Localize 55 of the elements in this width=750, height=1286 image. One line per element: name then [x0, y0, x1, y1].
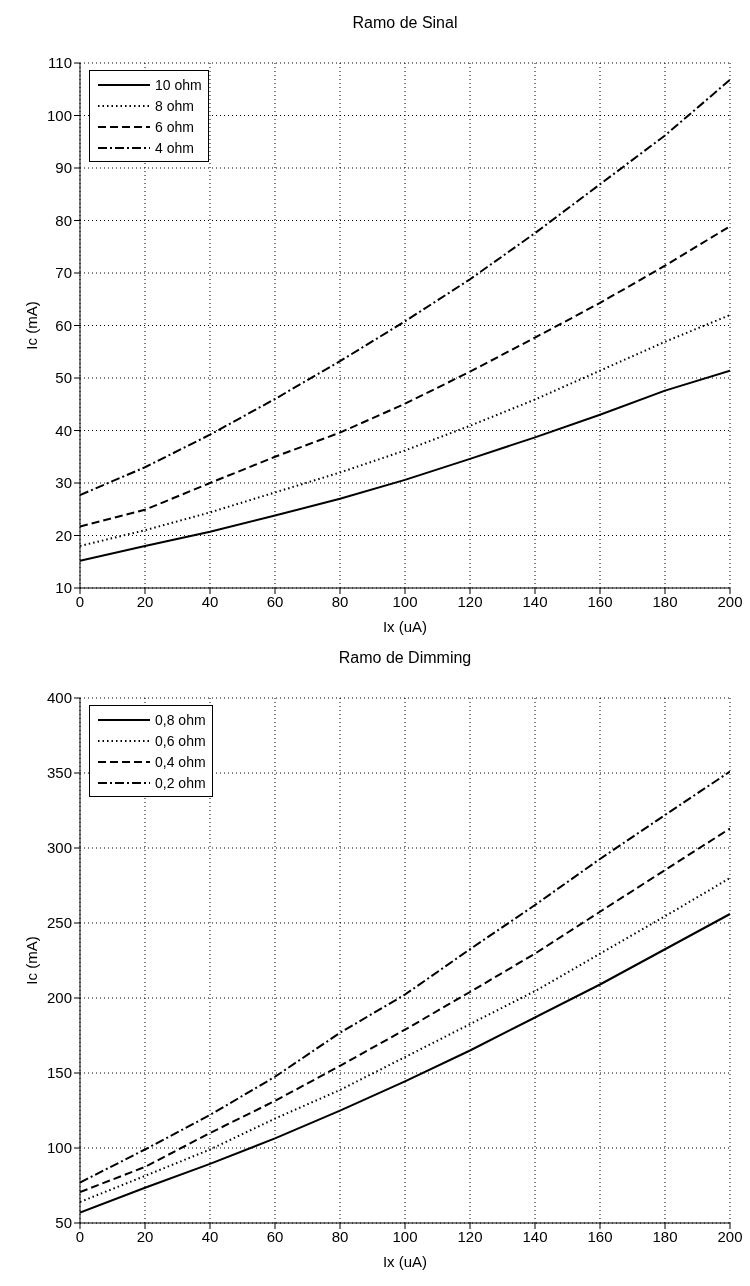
- y-tick-label: 200: [46, 989, 72, 1007]
- x-tick-label: 200: [717, 1227, 743, 1245]
- x-tick-label: 140: [522, 1227, 548, 1245]
- x-tick-label: 40: [201, 592, 219, 610]
- y-tick-label: 40: [55, 421, 72, 439]
- y-tick-label: 90: [55, 159, 72, 177]
- x-tick-label: 60: [266, 592, 284, 610]
- y-tick-label: 70: [55, 264, 72, 282]
- legend-label: 0,4 ohm: [155, 753, 206, 770]
- y-tick-label: 250: [46, 914, 72, 932]
- x-tick-label: 80: [331, 592, 349, 610]
- y-tick-label: 60: [55, 316, 72, 334]
- x-tick-label: 120: [457, 1227, 483, 1245]
- y-tick-label: 50: [55, 369, 72, 387]
- x-tick-label: 100: [392, 1227, 418, 1245]
- legend-label: 6 ohm: [155, 118, 194, 135]
- legend-label: 4 ohm: [155, 139, 194, 156]
- y-tick-label: 350: [46, 764, 72, 782]
- y-tick-label: 400: [46, 689, 72, 707]
- x-tick-label: 100: [392, 592, 418, 610]
- x-tick-label: 0: [75, 592, 85, 610]
- chart-title: Ramo de Sinal: [351, 13, 459, 33]
- legend-label: 0,2 ohm: [155, 774, 206, 791]
- y-tick-label: 80: [55, 211, 72, 229]
- x-tick-label: 180: [652, 1227, 678, 1245]
- y-tick-label: 50: [55, 1214, 72, 1232]
- legend-label: 8 ohm: [155, 97, 194, 114]
- x-tick-label: 160: [587, 1227, 613, 1245]
- x-tick-label: 40: [201, 1227, 219, 1245]
- x-axis-title: Ix (uA): [382, 1253, 428, 1270]
- x-tick-label: 20: [136, 592, 154, 610]
- legend-label: 10 ohm: [155, 76, 202, 93]
- y-tick-label: 20: [55, 526, 72, 544]
- x-axis-title: Ix (uA): [382, 618, 428, 635]
- y-axis-title: Ic (mA): [23, 936, 41, 985]
- y-tick-label: 100: [46, 1139, 72, 1157]
- y-tick-label: 110: [48, 54, 72, 72]
- x-tick-label: 180: [652, 592, 678, 610]
- chart-title: Ramo de Dimming: [337, 648, 473, 668]
- x-tick-label: 0: [75, 1227, 85, 1245]
- y-tick-label: 100: [46, 106, 72, 124]
- x-tick-label: 120: [457, 592, 483, 610]
- y-axis-title: Ic (mA): [23, 301, 41, 350]
- legend-label: 0,8 ohm: [155, 711, 206, 728]
- y-tick-label: 150: [46, 1064, 72, 1082]
- x-tick-label: 80: [331, 1227, 349, 1245]
- y-tick-label: 30: [55, 474, 72, 492]
- x-tick-label: 160: [587, 592, 613, 610]
- x-tick-label: 60: [266, 1227, 284, 1245]
- x-tick-label: 20: [136, 1227, 154, 1245]
- x-tick-label: 200: [717, 592, 743, 610]
- y-tick-label: 300: [46, 839, 72, 857]
- x-tick-label: 140: [522, 592, 548, 610]
- y-tick-label: 10: [55, 579, 72, 597]
- legend-label: 0,6 ohm: [155, 732, 206, 749]
